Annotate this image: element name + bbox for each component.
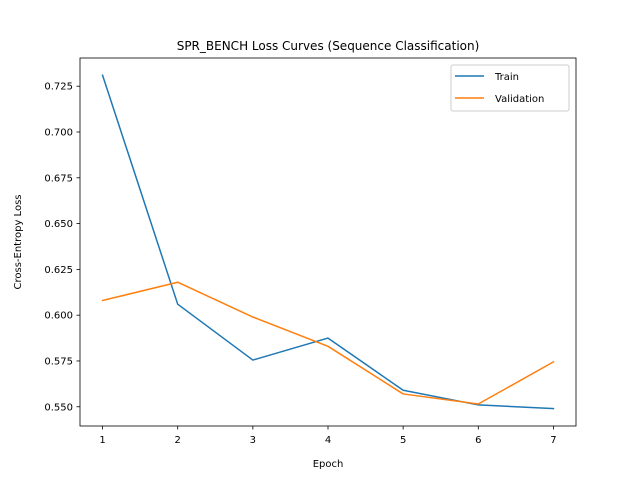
series-line-train [101,74,555,410]
x-tick-label: 2 [175,435,181,446]
x-tick-label: 1 [99,435,105,446]
y-tick-label: 0.550 [44,402,73,413]
x-tick-label: 7 [550,435,556,446]
x-tick-label: 6 [475,435,481,446]
y-tick-label: 0.650 [44,219,73,230]
x-tick-label: 4 [325,435,331,446]
y-tick-label: 0.725 [44,82,73,93]
series-layer [101,74,555,410]
x-tick-label: 5 [400,435,406,446]
chart-title: SPR_BENCH Loss Curves (Sequence Classifi… [177,39,480,53]
x-tick-label: 3 [250,435,256,446]
y-axis-title: Cross-Entropy Loss [13,195,24,290]
y-tick-label: 0.600 [44,311,73,322]
y-tick-label: 0.675 [44,173,73,184]
x-axis: 1 2 3 4 5 6 7 [99,426,557,446]
y-tick-label: 0.625 [44,265,73,276]
series-line-validation [101,281,555,405]
y-tick-label: 0.575 [44,356,73,367]
legend-validation-label: Validation [495,94,544,105]
legend-train-label: Train [494,72,519,83]
y-axis: 0.550 0.575 0.600 0.625 0.650 0.675 0.700 0.725 [44,82,80,413]
y-tick-label: 0.700 [44,128,73,139]
legend: Train Validation [450,64,570,112]
x-axis-title: Epoch [313,459,344,470]
